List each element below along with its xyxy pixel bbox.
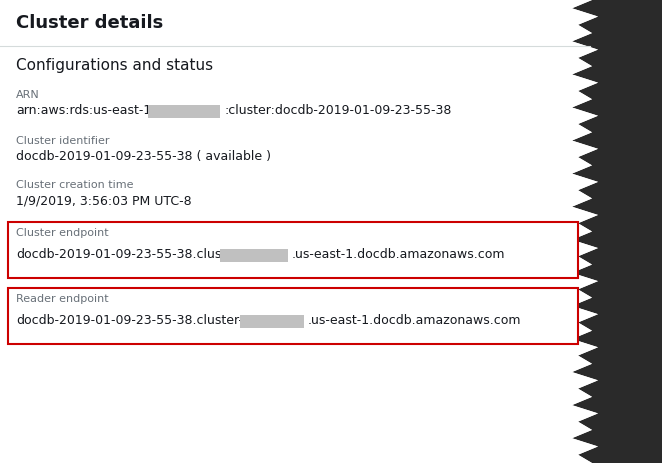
Bar xyxy=(240,315,304,328)
Polygon shape xyxy=(0,0,598,463)
Polygon shape xyxy=(572,0,662,463)
Text: 1/9/2019, 3:56:03 PM UTC-8: 1/9/2019, 3:56:03 PM UTC-8 xyxy=(16,194,191,207)
Text: Cluster endpoint: Cluster endpoint xyxy=(16,228,109,238)
Text: .us-east-1.docdb.amazonaws.com: .us-east-1.docdb.amazonaws.com xyxy=(292,248,506,261)
Bar xyxy=(8,222,578,278)
Text: docdb-2019-01-09-23-55-38 ( available ): docdb-2019-01-09-23-55-38 ( available ) xyxy=(16,150,271,163)
Text: arn:aws:rds:us-east-1:: arn:aws:rds:us-east-1: xyxy=(16,104,156,117)
Text: docdb-2019-01-09-23-55-38.cluster-: docdb-2019-01-09-23-55-38.cluster- xyxy=(16,248,243,261)
Text: docdb-2019-01-09-23-55-38.cluster-ro-: docdb-2019-01-09-23-55-38.cluster-ro- xyxy=(16,314,260,327)
Text: ARN: ARN xyxy=(16,90,40,100)
Text: Cluster details: Cluster details xyxy=(16,14,164,32)
Text: Reader endpoint: Reader endpoint xyxy=(16,294,109,304)
Bar xyxy=(220,249,288,262)
Polygon shape xyxy=(572,0,598,463)
Bar xyxy=(8,288,578,344)
Bar xyxy=(148,105,220,118)
Bar xyxy=(0,0,590,463)
Text: Cluster identifier: Cluster identifier xyxy=(16,136,109,146)
Text: Cluster creation time: Cluster creation time xyxy=(16,180,134,190)
Text: .us-east-1.docdb.amazonaws.com: .us-east-1.docdb.amazonaws.com xyxy=(308,314,522,327)
Text: :cluster:docdb-2019-01-09-23-55-38: :cluster:docdb-2019-01-09-23-55-38 xyxy=(224,104,451,117)
Text: Configurations and status: Configurations and status xyxy=(16,58,213,73)
